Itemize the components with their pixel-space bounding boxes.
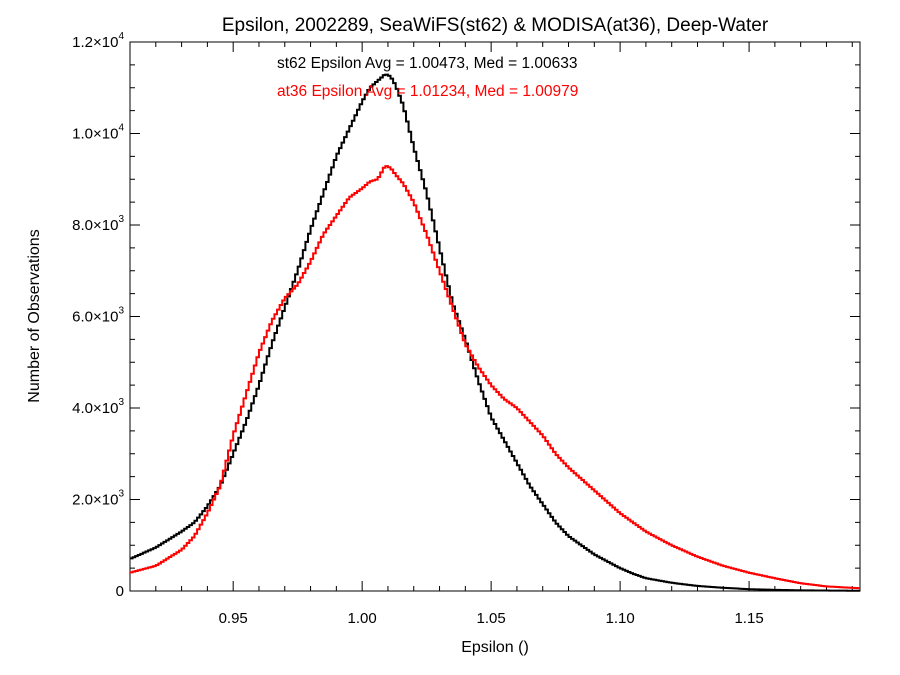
chart-title: Epsilon, 2002289, SeaWiFS(st62) & MODISA… [222,15,769,36]
y-tick-label: 0 [116,583,124,600]
series-line-0 [130,73,860,592]
y-tick-mantissa: 1.0×10 [72,126,118,143]
y-tick-label: 1.2×104 [72,31,124,51]
y-tick-mantissa: 8.0×10 [72,217,118,234]
y-tick-label: 2.0×103 [72,489,124,509]
y-tick-labels: 02.0×1034.0×1036.0×1038.0×1031.0×1041.2×… [72,31,124,600]
y-tick-mantissa: 4.0×10 [72,400,118,417]
x-tick-label: 1.10 [606,610,635,627]
series-lines [130,73,860,592]
y-tick-mantissa: 6.0×10 [72,309,118,326]
y-tick-label: 6.0×103 [72,306,124,326]
x-tick-label: 1.05 [477,610,506,627]
x-tick-labels: 0.95 1.00 1.05 1.10 1.15 [219,610,764,627]
y-tick-exponent: 3 [118,489,124,500]
y-tick-exponent: 3 [118,306,124,317]
series-line-1 [130,165,860,590]
x-axis-title: Epsilon () [461,639,529,656]
axis-ticks [129,41,860,592]
x-tick-label: 1.00 [348,610,377,627]
y-tick-mantissa: 2.0×10 [72,492,118,509]
y-tick-mantissa: 1.2×10 [72,34,118,51]
annotation-st62: st62 Epsilon Avg = 1.00473, Med = 1.0063… [277,55,577,72]
y-tick-label: 4.0×103 [72,397,124,417]
y-axis-title: Number of Observations [26,229,43,402]
y-tick-mantissa: 0 [116,583,124,600]
y-tick-exponent: 3 [118,214,124,225]
y-tick-label: 1.0×104 [72,123,124,143]
annotation-at36: at36 Epsilon Avg = 1.01234, Med = 1.0097… [277,83,578,100]
plot-frame [129,41,861,592]
y-tick-exponent: 4 [118,31,124,42]
y-tick-label: 8.0×103 [72,214,124,234]
x-tick-label: 1.15 [734,610,763,627]
y-tick-exponent: 3 [118,397,124,408]
x-tick-label: 0.95 [219,610,248,627]
y-tick-exponent: 4 [118,123,124,134]
